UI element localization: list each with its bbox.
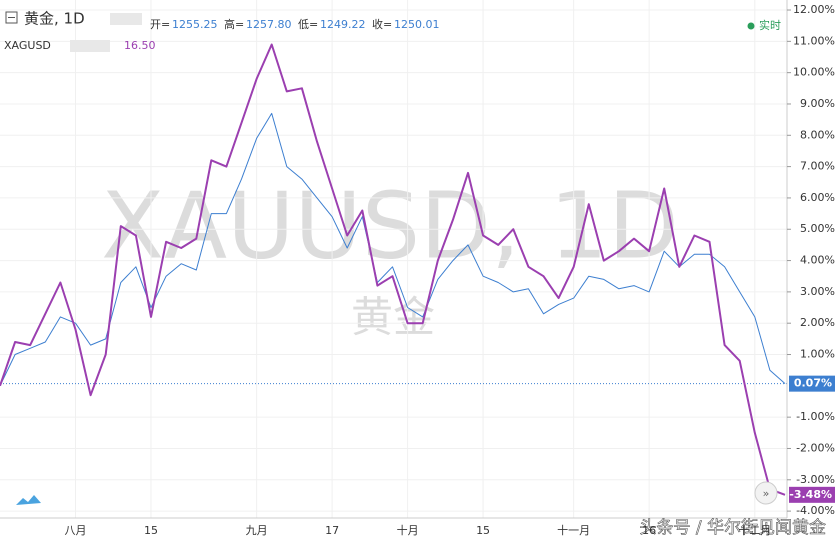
y-tick-label: 10.00%: [793, 66, 835, 79]
y-tick-label: -2.00%: [796, 441, 835, 454]
y-tick-label: 5.00%: [800, 222, 835, 235]
header-buttons[interactable]: [110, 13, 142, 25]
x-tick-label: 15: [476, 524, 490, 537]
x-tick-label: 十一月: [557, 523, 590, 537]
price-label: 0.07%: [794, 377, 832, 390]
ohlc-value: 1255.25: [172, 18, 218, 31]
y-tick-label: 8.00%: [800, 128, 835, 141]
ohlc-value: 1249.22: [320, 18, 366, 31]
y-tick-label: -1.00%: [796, 410, 835, 423]
series-line: [0, 112, 786, 387]
x-tick-label: 15: [144, 524, 158, 537]
x-tick-label: 16: [642, 524, 656, 537]
y-tick-label: 9.00%: [800, 97, 835, 110]
ohlc-value: 1257.80: [246, 18, 292, 31]
y-tick-label: 2.00%: [800, 316, 835, 329]
x-tick-label: 17: [325, 524, 339, 537]
legend-value: 16.50: [124, 39, 156, 52]
legend-buttons[interactable]: [70, 40, 110, 52]
ohlc-value: 1250.01: [394, 18, 440, 31]
y-tick-label: 1.00%: [800, 348, 835, 361]
ohlc-label: 收=: [372, 17, 392, 31]
collapse-icon[interactable]: [5, 11, 18, 24]
ohlc-label: 开=: [150, 18, 170, 31]
legend-name: XAGUSD: [4, 39, 51, 52]
x-tick-label: 十月: [397, 523, 419, 537]
status-dot: [747, 22, 755, 30]
x-tick-label: 十二月: [738, 523, 771, 537]
symbol-title: 黄金, 1D: [24, 10, 85, 28]
footer: 头条号 / 华尔街见闻黄金: [639, 518, 826, 538]
y-tick-label: 7.00%: [800, 160, 835, 173]
price-label-box: [789, 486, 835, 503]
ohlc-label: 高=: [224, 17, 244, 31]
watermark-symbol: XAUUSD, 1D: [101, 172, 679, 279]
y-tick-label: -4.00%: [796, 504, 835, 517]
plot: [0, 0, 787, 518]
y-tick-label: -3.00%: [796, 473, 835, 486]
y-tick-label: 11.00%: [793, 34, 835, 47]
logo: [16, 495, 41, 505]
series-line: [0, 43, 786, 496]
scroll-button[interactable]: [754, 481, 778, 505]
price-label: -3.48%: [789, 488, 832, 501]
status: 实时: [759, 18, 781, 32]
y-tick-label: 4.00%: [800, 254, 835, 267]
watermark-name: 黄金: [351, 293, 435, 342]
y-tick-label: 12.00%: [793, 3, 835, 16]
ohlc-label: 低=: [298, 18, 318, 31]
x-tick-label: 九月: [246, 524, 268, 537]
y-tick-label: 6.00%: [800, 191, 835, 204]
scroll-icon: »: [763, 487, 770, 500]
x-tick-label: 八月: [64, 524, 86, 537]
price-label-box: [789, 375, 835, 392]
y-tick-label: 3.00%: [800, 285, 835, 298]
